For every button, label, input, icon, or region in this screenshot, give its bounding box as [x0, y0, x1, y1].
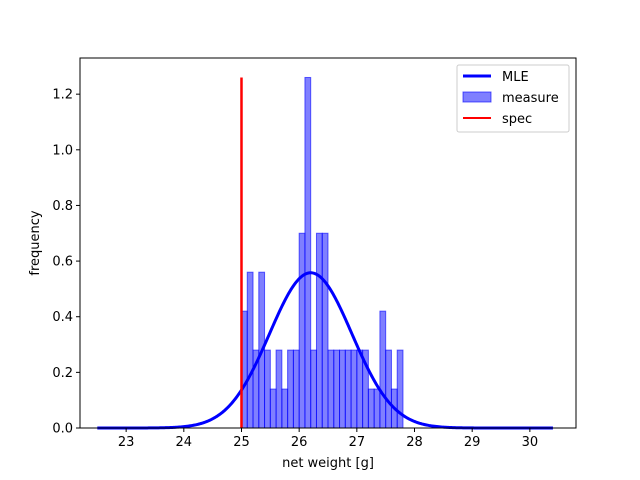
bar-18 [344, 349, 352, 429]
bar-1 [246, 271, 254, 429]
x-tick-label-7: 30 [522, 435, 539, 450]
bar-4 [264, 349, 271, 429]
bar-23 [373, 388, 381, 429]
bar-12 [310, 349, 317, 429]
bar-9 [292, 349, 300, 429]
y-axis-label: frequency [28, 210, 43, 276]
bar-24 [379, 310, 387, 429]
bar-25 [385, 349, 392, 429]
y-tick-label-2: 0.4 [52, 310, 73, 325]
legend: MLE measure spec [456, 64, 570, 133]
plot-frame [79, 57, 577, 429]
bar-14 [321, 232, 329, 429]
bar-17 [339, 349, 346, 429]
legend-measure-label: measure [502, 91, 559, 106]
bar-7 [281, 388, 289, 429]
x-tick-label-0: 23 [118, 435, 135, 450]
y-tick-label-0: 0.0 [52, 422, 73, 437]
x-tick-label-3: 26 [291, 435, 308, 450]
legend-measure-swatch [462, 91, 492, 103]
bar-16 [333, 349, 341, 429]
legend-spec-label: spec [502, 112, 532, 127]
bar-20 [356, 349, 364, 429]
bar-8 [287, 349, 294, 429]
bar-11 [304, 76, 312, 429]
bar-13 [315, 232, 323, 429]
x-axis-ticks: 23 24 25 26 27 28 29 30 [118, 428, 538, 450]
x-tick-label-4: 27 [349, 435, 366, 450]
y-tick-label-5: 1.0 [52, 143, 73, 158]
bar-10 [298, 232, 306, 429]
x-axis-label: net weight [g] [282, 456, 374, 471]
bar-5 [269, 388, 277, 429]
y-tick-label-6: 1.2 [52, 88, 73, 103]
bar-22 [367, 388, 375, 429]
legend-box [456, 64, 570, 133]
x-tick-label-1: 24 [176, 435, 193, 450]
x-tick-label-5: 28 [406, 435, 423, 450]
y-tick-label-4: 0.8 [52, 199, 73, 214]
legend-mle-label: MLE [502, 70, 529, 85]
y-axis-ticks: 0.0 0.2 0.4 0.6 0.8 1.0 1.2 [52, 88, 80, 437]
x-tick-label-2: 25 [233, 435, 250, 450]
bar-15 [327, 349, 335, 429]
bar-6 [275, 349, 283, 429]
x-tick-label-6: 29 [464, 435, 481, 450]
bar-19 [350, 349, 358, 429]
y-tick-label-1: 0.2 [52, 366, 73, 381]
y-tick-label-3: 0.6 [52, 255, 73, 270]
